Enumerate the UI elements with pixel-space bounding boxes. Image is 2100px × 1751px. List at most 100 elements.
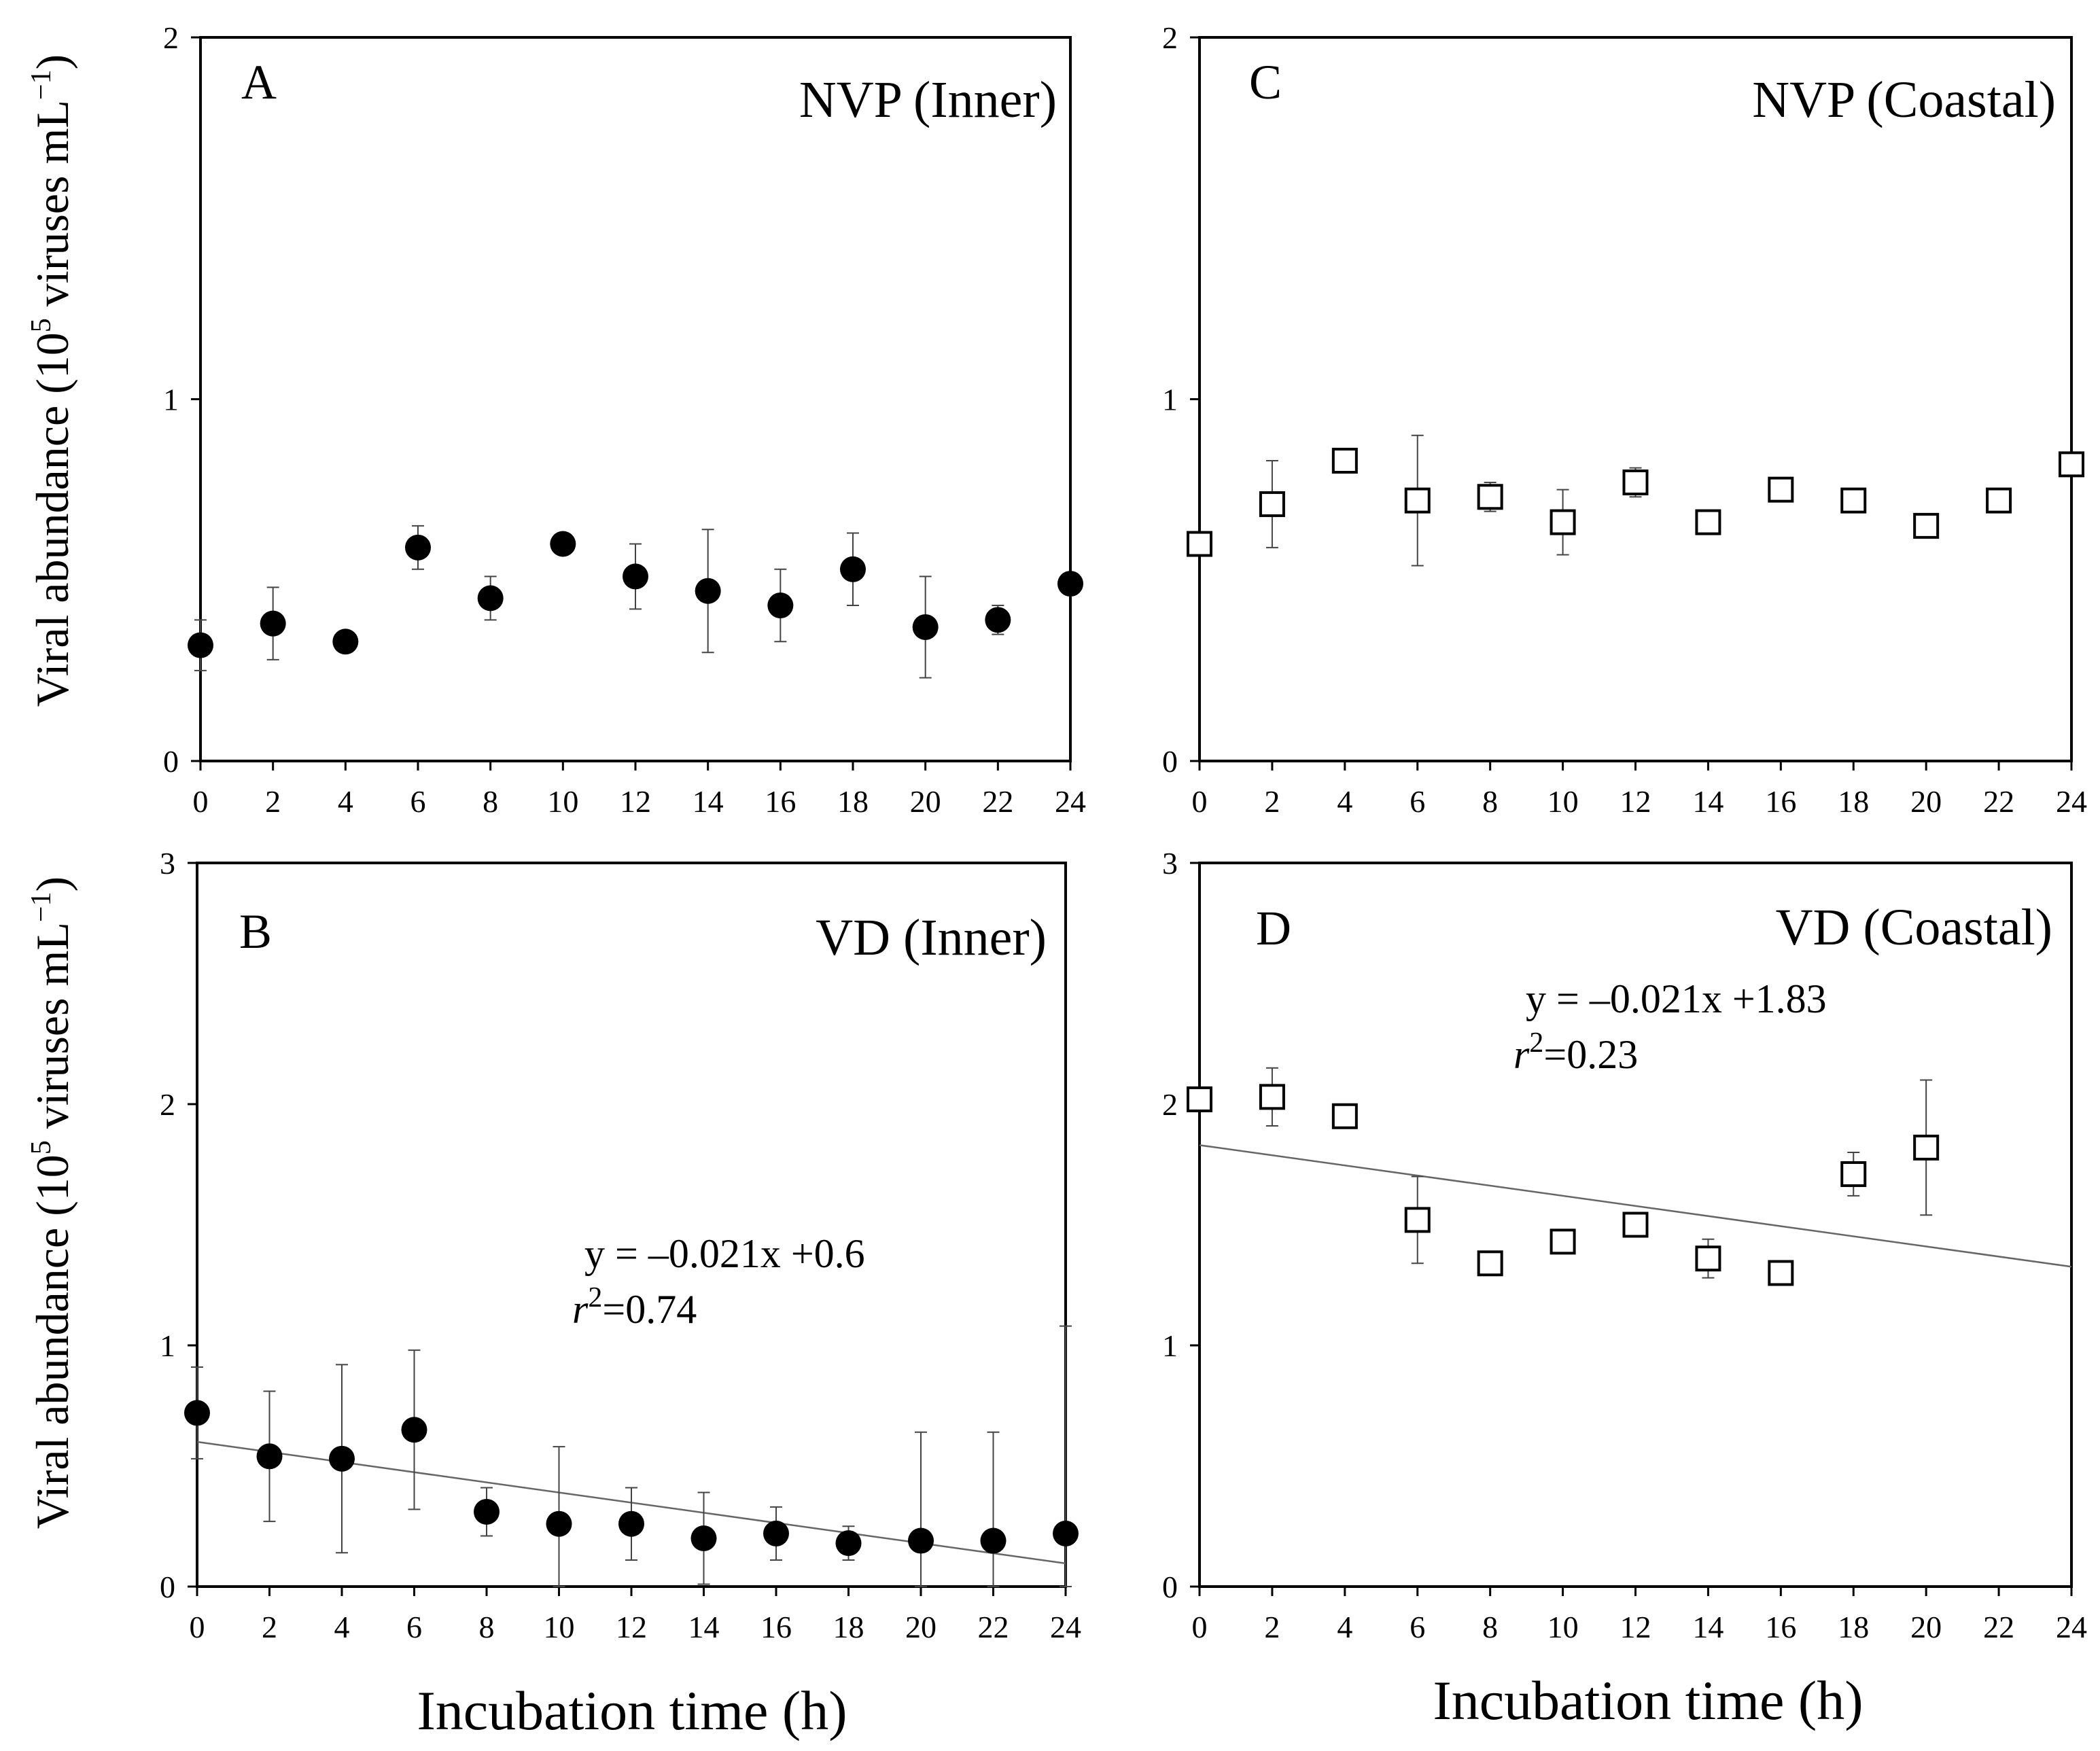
panel-b-x-tick-label: 12 bbox=[616, 1610, 647, 1644]
panel-a-x-tick-label: 20 bbox=[910, 784, 941, 819]
y-axis-label-bottom: Viral abundance (105 viruses mL−1) bbox=[26, 877, 78, 1529]
panel-d-data-point bbox=[1695, 1245, 1721, 1272]
panel-c-data-point bbox=[1622, 469, 1649, 495]
panel-b-data-point bbox=[1053, 1520, 1079, 1546]
panel-d-data-point bbox=[1913, 1134, 1940, 1161]
panel-a-y-tick-label: 2 bbox=[163, 20, 179, 55]
panel-c-x-tick-label: 4 bbox=[1337, 784, 1352, 819]
panel-d-x-tick-label: 2 bbox=[1264, 1610, 1280, 1644]
panel-b-equation: y = –0.021x +0.6 bbox=[584, 1231, 865, 1276]
panel-b-x-tick-label: 2 bbox=[262, 1610, 277, 1644]
panel-d-x-tick-label: 0 bbox=[1192, 1610, 1208, 1644]
panel-a-data-point bbox=[477, 585, 504, 612]
panel-c-data-point bbox=[1187, 531, 1212, 557]
panel-b-x-tick-label: 0 bbox=[190, 1610, 205, 1644]
panel-a-x-tick-label: 2 bbox=[265, 784, 281, 819]
panel-b-y-tick-label: 2 bbox=[160, 1087, 175, 1122]
panel-c-x-tick-label: 8 bbox=[1482, 784, 1498, 819]
panel-b-data-point bbox=[256, 1443, 283, 1470]
panel-c-data-point bbox=[1331, 448, 1358, 474]
panel-b-data-point bbox=[763, 1520, 789, 1546]
panel-d-x-tick-label: 12 bbox=[1620, 1610, 1651, 1644]
panel-a-data-point bbox=[912, 614, 939, 640]
x-axis-label-left: Incubation time (h) bbox=[417, 1680, 847, 1741]
panel-b-letter: B bbox=[239, 904, 272, 959]
panel-c-x-tick-label: 0 bbox=[1192, 784, 1208, 819]
panel-d-data-point bbox=[1404, 1207, 1431, 1233]
panel-d-data-point bbox=[1768, 1260, 1794, 1286]
panel-b-data-point bbox=[546, 1510, 572, 1537]
panel-c-data-point bbox=[1695, 509, 1721, 535]
panel-b-x-tick-label: 24 bbox=[1050, 1610, 1081, 1644]
panel-c-title: NVP (Coastal) bbox=[1752, 71, 2056, 128]
panel-d-x-tick-label: 14 bbox=[1692, 1610, 1723, 1644]
panel-d-data-point bbox=[1187, 1086, 1212, 1112]
panel-c-x-tick-label: 24 bbox=[2056, 784, 2087, 819]
panel-d-data-point bbox=[1550, 1228, 1576, 1255]
panel-c-y-tick-label: 1 bbox=[1162, 383, 1178, 417]
panel-d-x-tick-label: 4 bbox=[1337, 1610, 1352, 1644]
panel-a-y-tick-label: 0 bbox=[163, 744, 179, 779]
panel-c-frame bbox=[1198, 36, 2073, 762]
panel-a-data-point bbox=[332, 629, 359, 655]
panel-b-r-squared: r2=0.74 bbox=[572, 1282, 697, 1332]
panel-d-x-tick-label: 20 bbox=[1910, 1610, 1942, 1644]
panel-a-data-point bbox=[767, 592, 794, 619]
panel-b-x-tick-label: 20 bbox=[905, 1610, 937, 1644]
panel-d-data-point bbox=[1331, 1103, 1358, 1129]
panel-d-x-tick-label: 16 bbox=[1765, 1610, 1796, 1644]
panel-c-data-point bbox=[1477, 484, 1503, 510]
panel-c-data-point bbox=[1986, 487, 2012, 514]
panel-b-data-point bbox=[835, 1530, 862, 1557]
panel-c-y-tick-label: 0 bbox=[1162, 744, 1178, 779]
panel-a-data-point bbox=[188, 632, 213, 658]
panel-b-data-point bbox=[980, 1527, 1007, 1554]
panel-c-data-point bbox=[1259, 491, 1285, 517]
panel-c-x-tick-label: 12 bbox=[1620, 784, 1651, 819]
panel-a-data-point bbox=[695, 578, 721, 604]
panel-b-x-tick-label: 6 bbox=[406, 1610, 422, 1644]
panel-c-x-tick-label: 10 bbox=[1547, 784, 1579, 819]
panel-b-x-tick-label: 22 bbox=[978, 1610, 1009, 1644]
panel-c-data-point bbox=[1768, 476, 1794, 503]
panel-c-x-tick-label: 6 bbox=[1410, 784, 1425, 819]
panel-c-data-point bbox=[1550, 509, 1576, 535]
panel-a-x-tick-label: 4 bbox=[338, 784, 353, 819]
panel-a-x-tick-label: 0 bbox=[193, 784, 209, 819]
panel-d-title: VD (Coastal) bbox=[1776, 899, 2052, 956]
panel-b-y-tick-label: 0 bbox=[160, 1570, 175, 1604]
panel-c-x-tick-label: 20 bbox=[1910, 784, 1942, 819]
panel-a-y-tick-label: 1 bbox=[163, 383, 179, 417]
panel-b-data-point bbox=[618, 1510, 644, 1537]
panel-a-x-tick-label: 18 bbox=[837, 784, 869, 819]
panel-a-x-tick-label: 8 bbox=[483, 784, 498, 819]
panel-b-x-tick-label: 16 bbox=[760, 1610, 792, 1644]
panel-b-frame bbox=[196, 862, 1067, 1588]
panel-a-x-tick-label: 16 bbox=[765, 784, 796, 819]
panel-b-y-tick-label: 1 bbox=[160, 1328, 175, 1363]
panel-c-x-tick-label: 22 bbox=[1983, 784, 2014, 819]
panel-b-x-tick-label: 18 bbox=[833, 1610, 864, 1644]
panel-d-x-tick-label: 24 bbox=[2056, 1610, 2087, 1644]
panel-a-letter: A bbox=[241, 55, 277, 109]
panel-c-data-point bbox=[2059, 451, 2084, 478]
panel-b-x-tick-label: 10 bbox=[544, 1610, 575, 1644]
y-axis-label-top: Viral abundance (105 viruses mL−1) bbox=[26, 54, 78, 707]
panel-b-data-point bbox=[184, 1400, 210, 1426]
panel-d-r-squared: r2=0.23 bbox=[1513, 1027, 1638, 1077]
panel-b-x-tick-label: 4 bbox=[334, 1610, 350, 1644]
panel-d-x-tick-label: 18 bbox=[1838, 1610, 1869, 1644]
panel-c-x-tick-label: 16 bbox=[1765, 784, 1796, 819]
panel-b-data-point bbox=[401, 1417, 427, 1443]
panel-d-data-point bbox=[1259, 1084, 1285, 1110]
panel-d-x-tick-label: 10 bbox=[1547, 1610, 1579, 1644]
panel-b-data-point bbox=[474, 1498, 500, 1525]
panel-c-letter: C bbox=[1249, 55, 1282, 109]
panel-a-data-point bbox=[550, 531, 576, 557]
panel-c-data-point bbox=[1404, 487, 1431, 514]
panel-a-x-tick-label: 22 bbox=[982, 784, 1013, 819]
panel-d-x-tick-label: 22 bbox=[1983, 1610, 2014, 1644]
